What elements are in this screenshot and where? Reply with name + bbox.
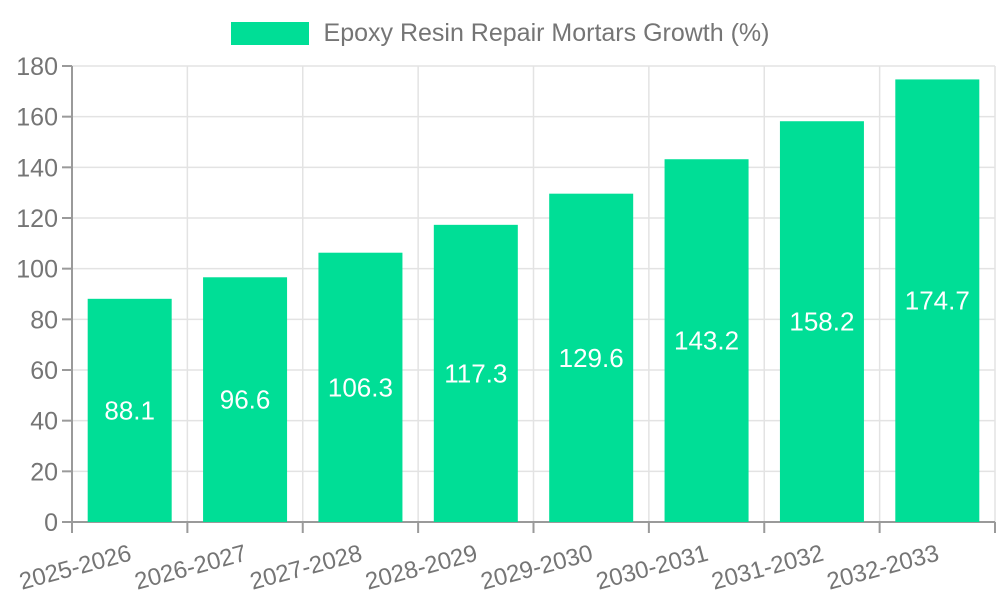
bar-value-label: 143.2 bbox=[674, 326, 739, 356]
y-tick-label: 20 bbox=[30, 458, 58, 486]
y-tick-label: 60 bbox=[30, 357, 58, 385]
x-tick-label: 2027-2028 bbox=[247, 540, 365, 596]
bar-2027-2028[interactable] bbox=[318, 252, 403, 522]
bar-value-label: 96.6 bbox=[220, 385, 271, 415]
bar-2025-2026[interactable] bbox=[87, 298, 172, 522]
y-tick-label: 0 bbox=[44, 509, 58, 537]
y-tick-label: 180 bbox=[16, 53, 58, 81]
bar-2029-2030[interactable] bbox=[549, 193, 634, 522]
x-tick-label: 2026-2027 bbox=[132, 540, 250, 596]
bar-2030-2031[interactable] bbox=[664, 159, 749, 522]
legend[interactable]: Epoxy Resin Repair Mortars Growth (%) bbox=[0, 21, 1000, 46]
bar-value-label: 158.2 bbox=[789, 307, 854, 337]
x-tick-label: 2028-2029 bbox=[363, 540, 481, 596]
bar-2031-2032[interactable] bbox=[779, 121, 864, 522]
x-tick-label: 2029-2030 bbox=[478, 540, 596, 596]
x-tick-label: 2025-2026 bbox=[16, 540, 134, 596]
y-tick-label: 160 bbox=[16, 104, 58, 132]
x-tick-label: 2030-2031 bbox=[593, 540, 711, 596]
legend-swatch-icon[interactable] bbox=[230, 22, 309, 45]
bar-2026-2027[interactable] bbox=[203, 277, 288, 522]
y-tick-label: 80 bbox=[30, 306, 58, 334]
x-tick-label: 2031-2032 bbox=[709, 540, 827, 596]
legend-label[interactable]: Epoxy Resin Repair Mortars Growth (%) bbox=[323, 19, 770, 47]
x-tick-label: 2032-2033 bbox=[824, 540, 942, 596]
y-tick-label: 100 bbox=[16, 256, 58, 284]
y-tick-label: 140 bbox=[16, 154, 58, 182]
bar-value-label: 174.7 bbox=[905, 286, 970, 316]
bar-value-label: 129.6 bbox=[559, 343, 624, 373]
y-tick-label: 40 bbox=[30, 408, 58, 436]
bar-value-label: 88.1 bbox=[104, 395, 155, 425]
bar-2032-2033[interactable] bbox=[895, 79, 980, 522]
bar-value-label: 117.3 bbox=[444, 358, 507, 388]
bar-2028-2029[interactable] bbox=[433, 224, 518, 522]
y-tick-label: 120 bbox=[16, 205, 58, 233]
bar-value-label: 106.3 bbox=[328, 372, 393, 402]
